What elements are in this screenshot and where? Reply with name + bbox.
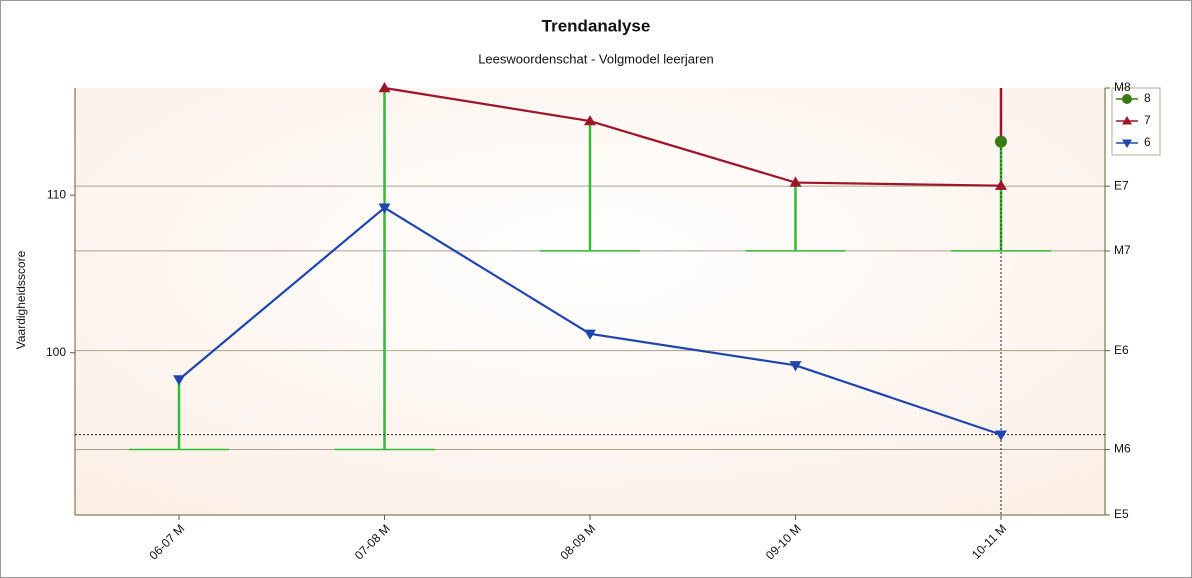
chart-title: Trendanalyse bbox=[542, 16, 651, 35]
point bbox=[584, 329, 596, 340]
series-line bbox=[384, 86, 1002, 187]
legend-marker bbox=[1122, 94, 1132, 104]
y2-tick-label: E5 bbox=[1114, 507, 1129, 521]
y-tick-label: 110 bbox=[47, 187, 66, 201]
point bbox=[378, 82, 391, 93]
y2-tick-label: M7 bbox=[1114, 243, 1131, 257]
legend-label: 6 bbox=[1144, 135, 1151, 149]
y2-tick-label: M8 bbox=[1114, 80, 1131, 94]
legend-label: 8 bbox=[1144, 91, 1151, 105]
point bbox=[995, 135, 1007, 148]
legend-marker bbox=[1122, 139, 1132, 148]
point bbox=[995, 430, 1007, 441]
y2-tick-label: E7 bbox=[1114, 178, 1129, 192]
legend-marker bbox=[1122, 116, 1132, 125]
legend-label: 7 bbox=[1144, 113, 1151, 127]
point bbox=[789, 361, 802, 372]
y2-tick-label: E6 bbox=[1114, 343, 1129, 357]
chart-subtitle: Leeswoordenschat - Volgmodel leerjaren bbox=[478, 51, 714, 66]
point bbox=[584, 115, 596, 126]
point bbox=[378, 203, 391, 214]
point bbox=[173, 375, 185, 386]
y-tick-label: 100 bbox=[46, 345, 66, 359]
point bbox=[995, 179, 1007, 190]
point bbox=[789, 176, 802, 187]
y-axis-label: Vaardigheidsscore bbox=[14, 250, 28, 349]
y2-tick-label: M6 bbox=[1114, 442, 1131, 456]
